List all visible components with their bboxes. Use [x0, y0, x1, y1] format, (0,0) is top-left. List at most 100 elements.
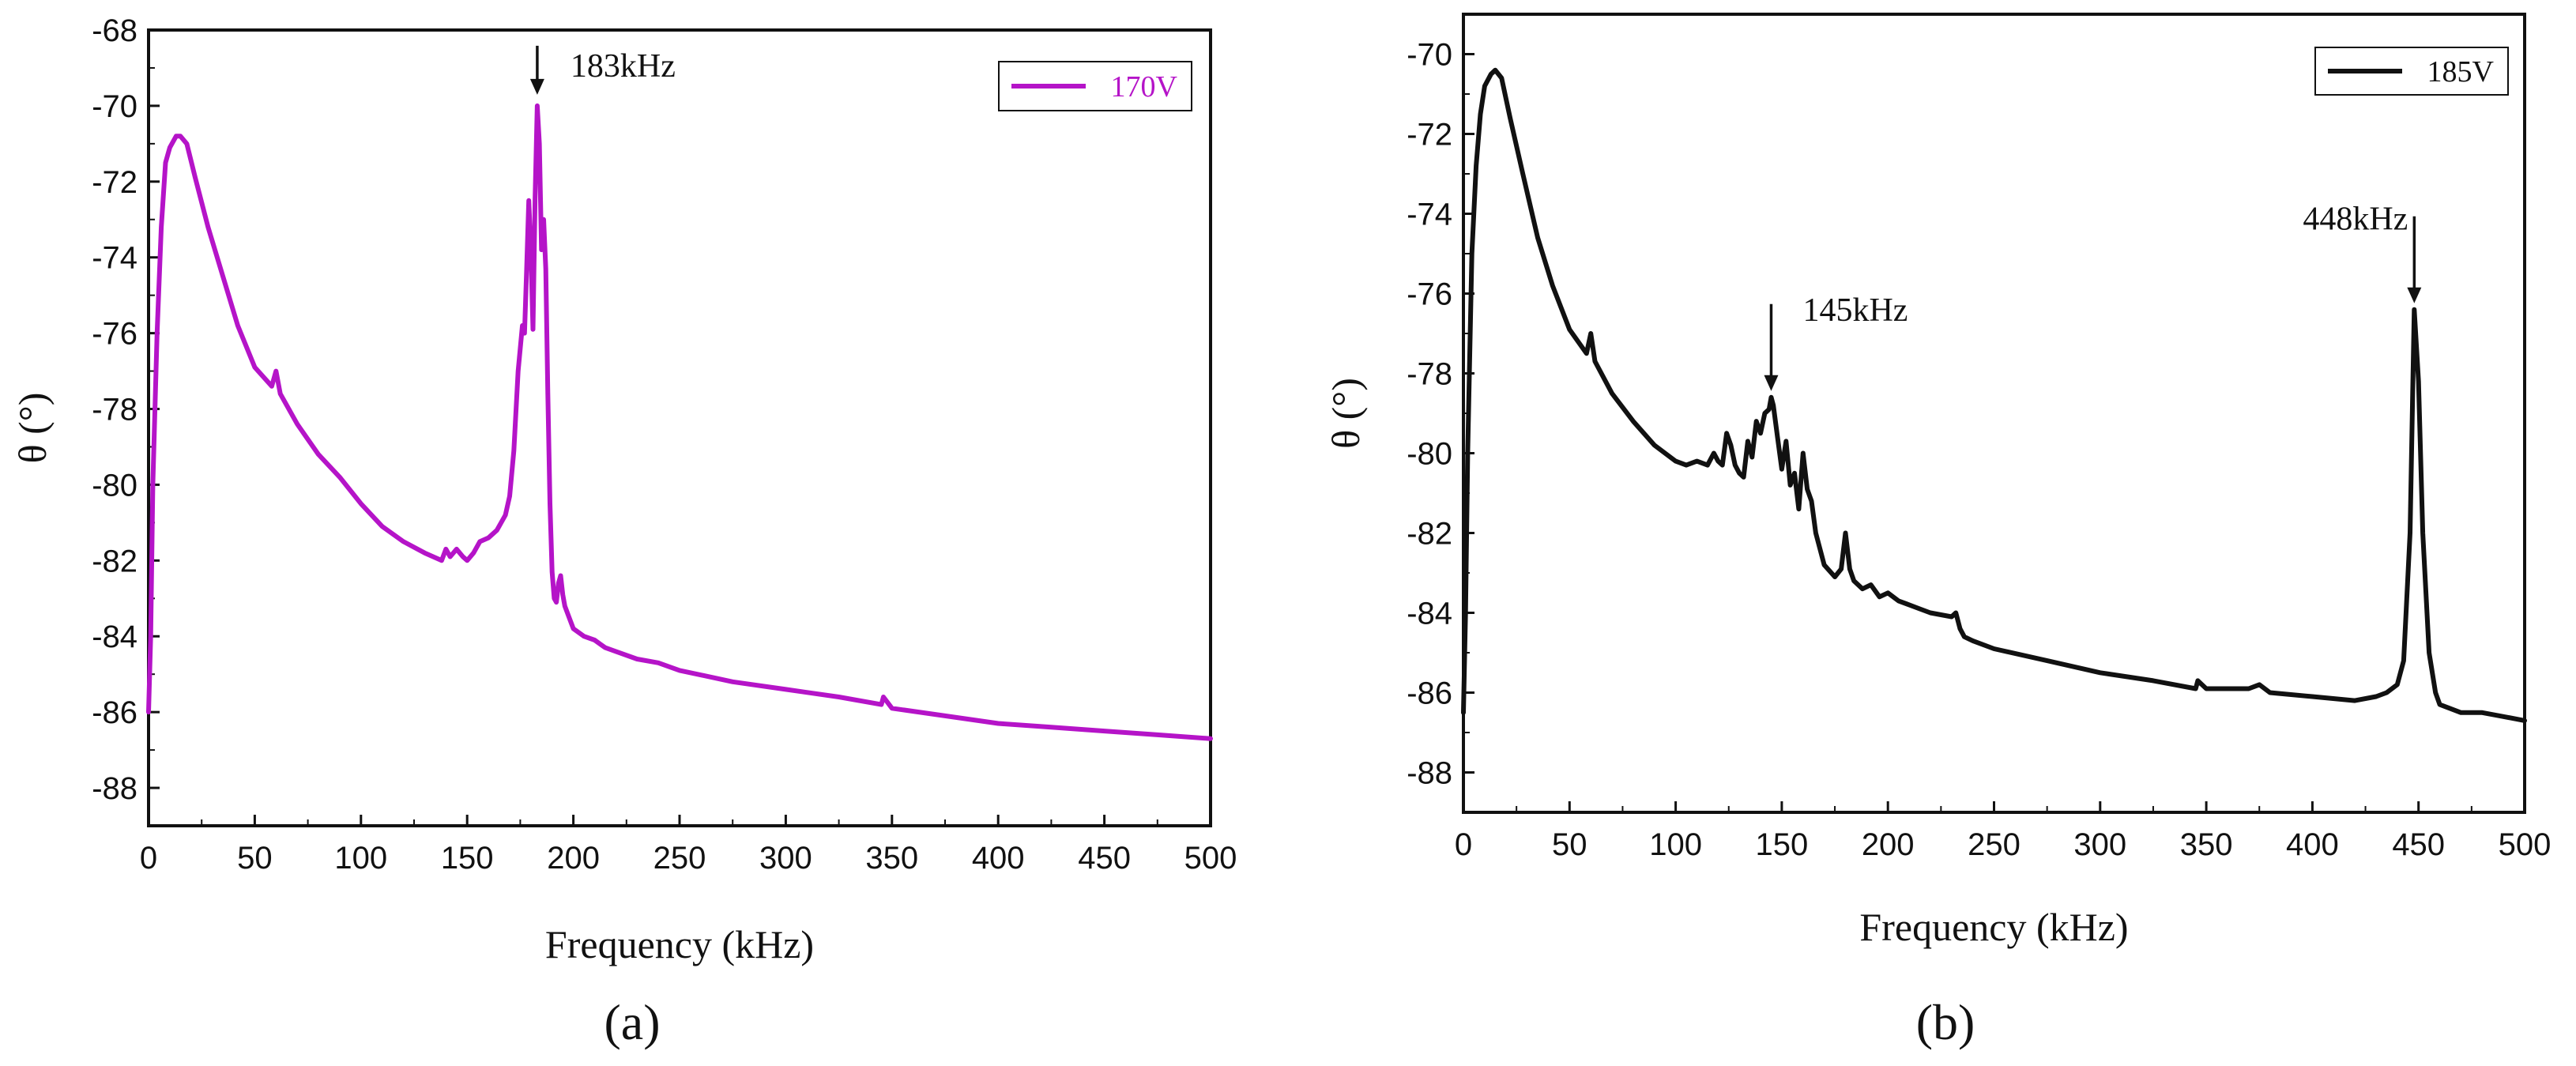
data-point	[1908, 604, 1911, 606]
data-point	[2435, 691, 2437, 694]
data-point	[1156, 733, 1158, 736]
x-tick-label: 300	[2073, 827, 2126, 862]
data-point	[445, 548, 447, 550]
data-point	[156, 332, 158, 334]
data-point	[540, 249, 543, 251]
data-point	[179, 135, 182, 137]
x-tick-label: 200	[1862, 827, 1915, 862]
x-tick-label: 0	[140, 841, 157, 876]
data-point	[562, 593, 564, 596]
data-point	[538, 142, 540, 145]
data-point	[1551, 284, 1554, 287]
data-point	[270, 385, 273, 387]
data-point	[1768, 408, 1770, 410]
data-point	[2439, 703, 2441, 706]
data-point	[1509, 117, 1512, 119]
x-tick-label: 500	[1184, 841, 1237, 876]
data-point	[1712, 452, 1715, 454]
series-line-185V	[1461, 67, 2527, 723]
data-point	[338, 476, 341, 478]
data-point	[254, 366, 256, 368]
data-point	[2402, 660, 2405, 662]
y-tick-label: -76	[1407, 277, 1452, 312]
data-point	[2099, 672, 2101, 674]
data-point	[194, 177, 197, 179]
data-point	[1802, 452, 1804, 454]
x-tick-label: 450	[1078, 841, 1131, 876]
data-point	[997, 722, 1000, 725]
data-point	[1471, 253, 1473, 255]
legend-label: 170V	[1111, 70, 1178, 104]
data-point	[1467, 452, 1469, 454]
data-point	[1848, 567, 1851, 570]
data-point	[547, 393, 549, 395]
data-point	[1789, 484, 1791, 486]
data-point	[1738, 472, 1741, 474]
data-point	[440, 559, 443, 562]
data-point	[636, 658, 638, 661]
data-point	[838, 695, 840, 698]
data-point	[553, 597, 555, 600]
data-point	[1919, 608, 1921, 610]
data-point	[2194, 687, 2197, 690]
data-point	[473, 552, 475, 554]
data-point	[1590, 333, 1592, 335]
data-point	[1950, 616, 1953, 618]
data-point	[568, 616, 571, 619]
data-point	[186, 142, 188, 145]
data-point	[1569, 328, 1571, 330]
data-point	[604, 646, 606, 649]
data-point	[559, 574, 562, 577]
data-point	[1972, 639, 1974, 642]
data-point	[1834, 576, 1836, 578]
legend-box	[998, 61, 1192, 111]
data-point	[2481, 711, 2484, 714]
data-point	[1483, 85, 1486, 87]
annotation-label: 448kHz	[2303, 202, 2408, 238]
y-tick-label: -78	[92, 393, 137, 428]
x-tick-label: 50	[237, 841, 273, 876]
y-tick-label: -80	[1407, 437, 1452, 472]
data-point	[679, 669, 681, 672]
data-point	[593, 639, 596, 642]
data-point	[555, 601, 558, 604]
data-point	[488, 537, 490, 539]
data-point	[2205, 687, 2208, 690]
data-point	[732, 680, 734, 683]
data-point	[583, 635, 586, 638]
data-point	[1844, 532, 1847, 534]
x-tick-label: 150	[441, 841, 494, 876]
data-point	[164, 161, 167, 164]
data-point	[1685, 464, 1688, 466]
data-point	[402, 541, 405, 543]
data-point	[1696, 460, 1698, 462]
plot-frame	[147, 28, 1212, 827]
data-point	[1861, 588, 1863, 590]
data-point	[504, 514, 507, 516]
data-point	[534, 195, 537, 198]
data-point	[296, 423, 299, 425]
data-point	[1955, 612, 1957, 614]
data-point	[279, 393, 281, 395]
data-point	[2408, 532, 2411, 534]
data-point	[1734, 464, 1736, 466]
data-point	[1897, 600, 1900, 602]
x-axis-title: Frequency (kHz)	[545, 922, 814, 966]
data-point	[2460, 711, 2462, 714]
y-tick-label: -88	[92, 771, 137, 806]
data-point	[1501, 77, 1503, 79]
data-point	[1887, 592, 1889, 594]
data-point	[523, 332, 525, 334]
data-point	[1870, 584, 1872, 586]
data-point	[944, 714, 947, 717]
data-point	[1537, 236, 1539, 239]
data-point	[1721, 464, 1723, 466]
data-point	[2258, 684, 2261, 686]
data-point	[2269, 691, 2271, 694]
data-point	[508, 495, 510, 497]
y-tick-label: -68	[92, 13, 137, 48]
data-point	[1463, 711, 1465, 714]
y-tick-label: -80	[92, 468, 137, 503]
data-point	[1794, 472, 1796, 474]
data-point	[152, 484, 154, 486]
